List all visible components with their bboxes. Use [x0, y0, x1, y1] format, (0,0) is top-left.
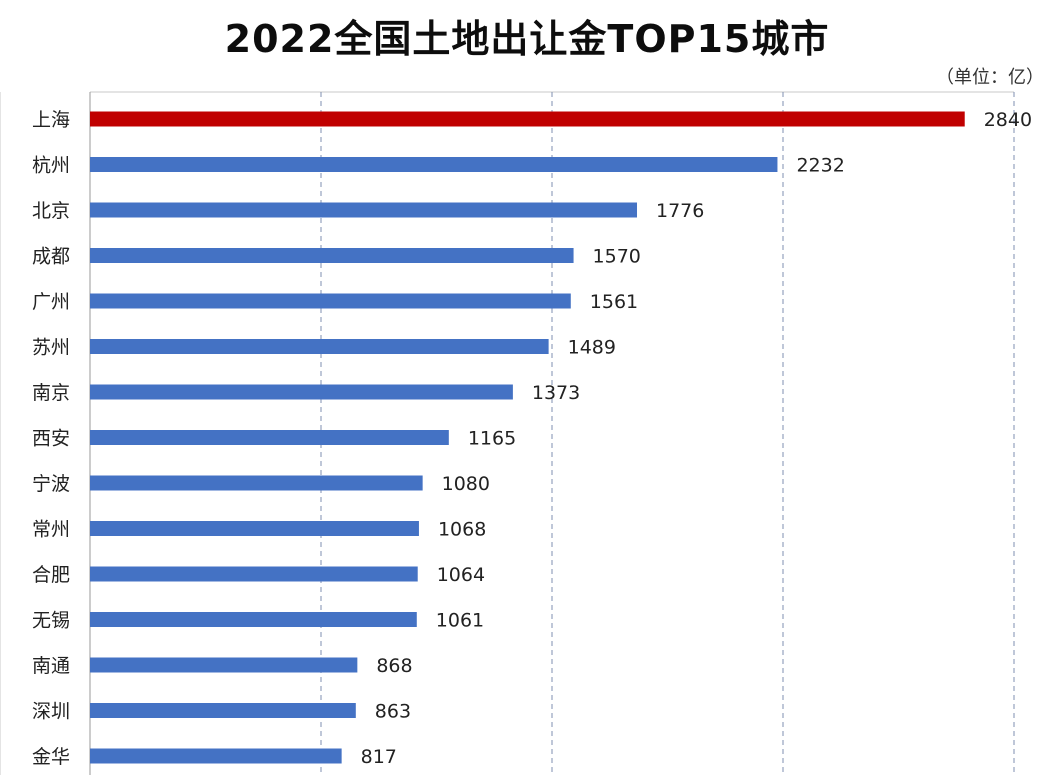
bar-13 [90, 657, 358, 673]
value-label: 2232 [796, 155, 844, 177]
category-label: 南通 [32, 655, 70, 677]
category-label: 金华 [32, 746, 70, 768]
bar-5 [90, 293, 571, 309]
category-label: 深圳 [32, 701, 70, 723]
bar-7 [90, 384, 513, 400]
value-label: 1570 [593, 246, 641, 268]
bar-8 [90, 430, 449, 445]
bar-1 [90, 111, 965, 127]
bar-3 [90, 202, 638, 218]
bar-14 [90, 703, 356, 718]
bar-layer [90, 111, 965, 764]
category-label: 合肥 [32, 564, 70, 586]
bar-12 [90, 612, 417, 627]
value-label: 1373 [532, 382, 580, 404]
category-label: 宁波 [32, 473, 70, 495]
bar-4 [90, 248, 574, 263]
bar-2 [90, 157, 778, 172]
bar-10 [90, 521, 419, 536]
bar-6 [90, 339, 549, 354]
value-label: 868 [376, 655, 412, 677]
value-label: 1064 [437, 564, 485, 586]
value-label: 1061 [436, 610, 484, 632]
bar-11 [90, 566, 418, 582]
category-label: 南京 [32, 382, 70, 404]
bar-9 [90, 475, 423, 491]
value-label: 863 [375, 701, 411, 723]
value-label: 1080 [442, 473, 490, 495]
value-label: 1776 [656, 200, 704, 222]
category-label: 西安 [32, 428, 70, 450]
value-label: 1489 [568, 337, 616, 359]
value-label: 1068 [438, 519, 486, 541]
category-label: 成都 [32, 246, 70, 268]
unit-note: （单位：亿） [936, 67, 1044, 88]
category-label: 苏州 [32, 337, 70, 359]
category-label: 常州 [32, 519, 70, 541]
category-label: 上海 [32, 109, 70, 131]
category-label: 广州 [32, 291, 70, 313]
value-label: 817 [361, 746, 397, 768]
label-layer: 上海 2840 杭州 2232 北京 1776 成都 1570 广州 1561 苏州 1489 南京 13… [32, 109, 1032, 768]
category-label: 杭州 [32, 155, 70, 177]
chart-title: 2022全国土地出让金TOP15城市 [224, 17, 830, 61]
value-label: 1561 [590, 291, 638, 313]
category-label: 北京 [32, 200, 70, 222]
bar-15 [90, 748, 342, 764]
value-label: 1165 [468, 428, 516, 450]
category-label: 无锡 [32, 610, 70, 632]
value-label: 2840 [984, 109, 1032, 131]
